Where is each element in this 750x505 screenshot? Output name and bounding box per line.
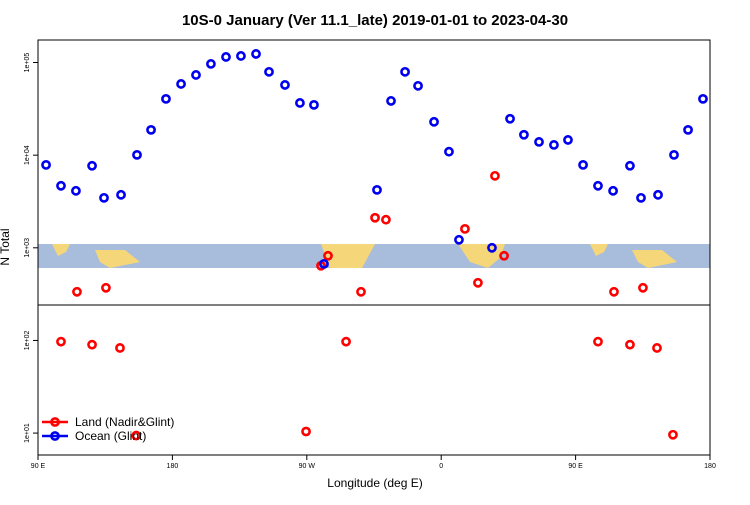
point	[264, 66, 274, 77]
point	[593, 336, 603, 347]
point	[460, 223, 470, 234]
point	[638, 282, 648, 293]
point	[236, 51, 246, 61]
x-tick-label: 0	[439, 463, 443, 470]
point	[87, 339, 97, 350]
point	[146, 124, 156, 135]
point	[372, 184, 382, 195]
point	[341, 336, 351, 347]
point	[683, 124, 693, 135]
point	[72, 286, 82, 297]
legend-label: Ocean (Glint)	[75, 429, 146, 443]
x-tick-label: 180	[704, 463, 716, 470]
point	[71, 185, 81, 196]
y-tick-label: 1e+02	[24, 331, 31, 351]
point	[386, 96, 396, 106]
point	[309, 99, 319, 110]
point	[280, 80, 290, 90]
x-tick-label: 90 E	[568, 463, 583, 470]
point	[652, 343, 662, 353]
legend-marker	[50, 417, 60, 427]
point	[429, 116, 439, 127]
point	[444, 146, 454, 157]
x-tick-label: 90 W	[299, 463, 316, 470]
point	[116, 189, 126, 200]
point	[131, 430, 142, 441]
point	[653, 189, 663, 200]
point	[608, 185, 618, 196]
point	[549, 140, 559, 150]
point	[490, 170, 500, 181]
point	[473, 277, 483, 288]
point	[191, 70, 201, 80]
point	[578, 159, 588, 170]
point	[669, 149, 679, 160]
point	[625, 339, 635, 350]
point	[295, 98, 305, 108]
y-tick-label: 1e+03	[24, 238, 31, 258]
point	[161, 93, 171, 104]
point	[56, 180, 66, 191]
x-tick-label: 90 E	[31, 463, 46, 470]
point	[609, 286, 619, 297]
point	[454, 234, 464, 245]
point	[323, 250, 333, 261]
point	[400, 66, 410, 77]
point	[563, 135, 573, 145]
legend-marker	[50, 431, 60, 441]
point	[251, 49, 261, 59]
point	[132, 149, 142, 160]
point	[301, 426, 311, 437]
point	[221, 52, 231, 62]
point	[668, 429, 678, 440]
point	[101, 282, 111, 293]
point	[413, 80, 423, 91]
point	[625, 160, 635, 171]
chart-title: 10S-0 January (Ver 11.1_late) 2019-01-01…	[182, 12, 568, 29]
point	[519, 129, 529, 140]
point	[356, 286, 366, 297]
point	[41, 159, 51, 170]
point	[115, 343, 125, 353]
x-tick-label: 180	[167, 463, 179, 470]
y-tick-label: 1e+01	[24, 423, 31, 443]
point	[487, 242, 497, 253]
point	[534, 137, 544, 147]
point	[370, 212, 380, 223]
y-tick-label: 1e+05	[24, 53, 31, 73]
point	[381, 214, 391, 225]
map-strip	[38, 244, 710, 268]
legend-label: Land (Nadir&Glint)	[75, 415, 174, 429]
point	[206, 59, 216, 69]
point	[499, 250, 509, 261]
y-axis-label: N Total	[0, 228, 12, 265]
point	[87, 160, 97, 171]
y-tick-label: 1e+04	[24, 145, 31, 165]
point	[176, 79, 186, 89]
point	[593, 180, 603, 191]
point	[505, 113, 515, 124]
point	[636, 192, 646, 203]
point	[99, 192, 109, 203]
x-axis-label: Longitude (deg E)	[327, 476, 422, 490]
point	[56, 336, 66, 347]
point	[698, 93, 708, 104]
point	[319, 258, 329, 269]
